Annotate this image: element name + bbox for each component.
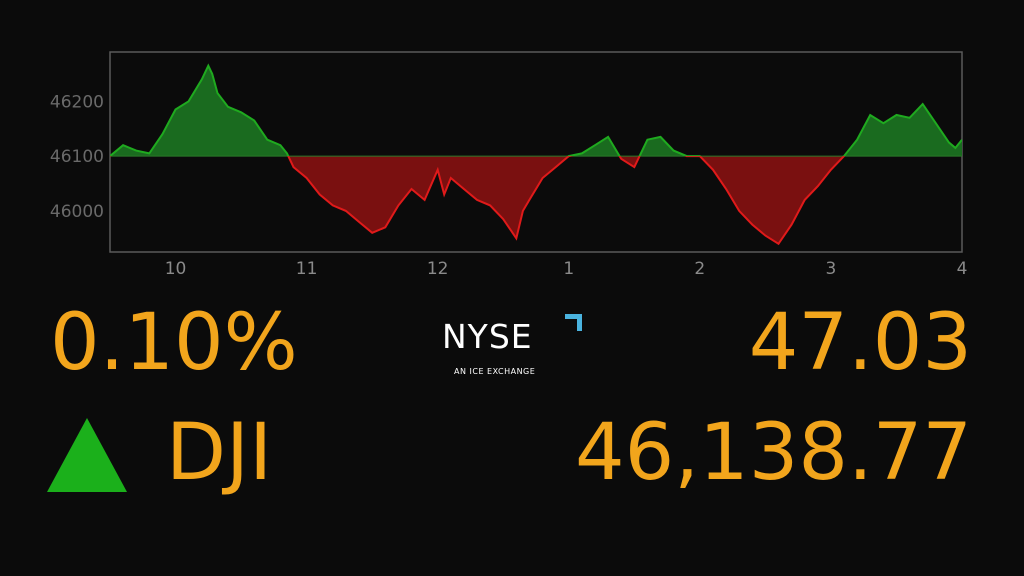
corner-mark-icon xyxy=(565,314,582,331)
x-tick-label: 12 xyxy=(427,259,449,279)
gain-area xyxy=(110,65,962,157)
x-tick-label: 3 xyxy=(826,259,837,279)
points-change: 47.03 xyxy=(748,298,972,388)
x-tick-label: 1 xyxy=(563,259,574,279)
y-tick-label: 46200 xyxy=(50,92,104,112)
triangle-up-icon xyxy=(47,418,127,492)
y-axis: 46000 46100 46200 xyxy=(50,92,104,222)
x-tick-label: 2 xyxy=(694,259,705,279)
index-level: 46,138.77 xyxy=(575,408,972,498)
x-tick-label: 4 xyxy=(957,259,968,279)
price-line-up xyxy=(110,63,962,157)
y-tick-label: 46100 xyxy=(50,147,104,167)
logo-wordmark: NYSE xyxy=(442,317,533,356)
index-symbol: DJI xyxy=(166,408,273,498)
loss-area xyxy=(288,156,844,244)
logo-tagline: AN ICE EXCHANGE xyxy=(454,367,536,376)
y-tick-label: 46000 xyxy=(50,202,104,222)
x-tick-label: 11 xyxy=(296,259,318,279)
x-axis: 10 11 12 1 2 3 4 xyxy=(165,259,968,279)
price-line-down xyxy=(110,156,846,246)
percent-change: 0.10% xyxy=(50,298,298,388)
nyse-logo: NYSE AN ICE EXCHANGE xyxy=(440,314,585,384)
x-tick-label: 10 xyxy=(165,259,187,279)
